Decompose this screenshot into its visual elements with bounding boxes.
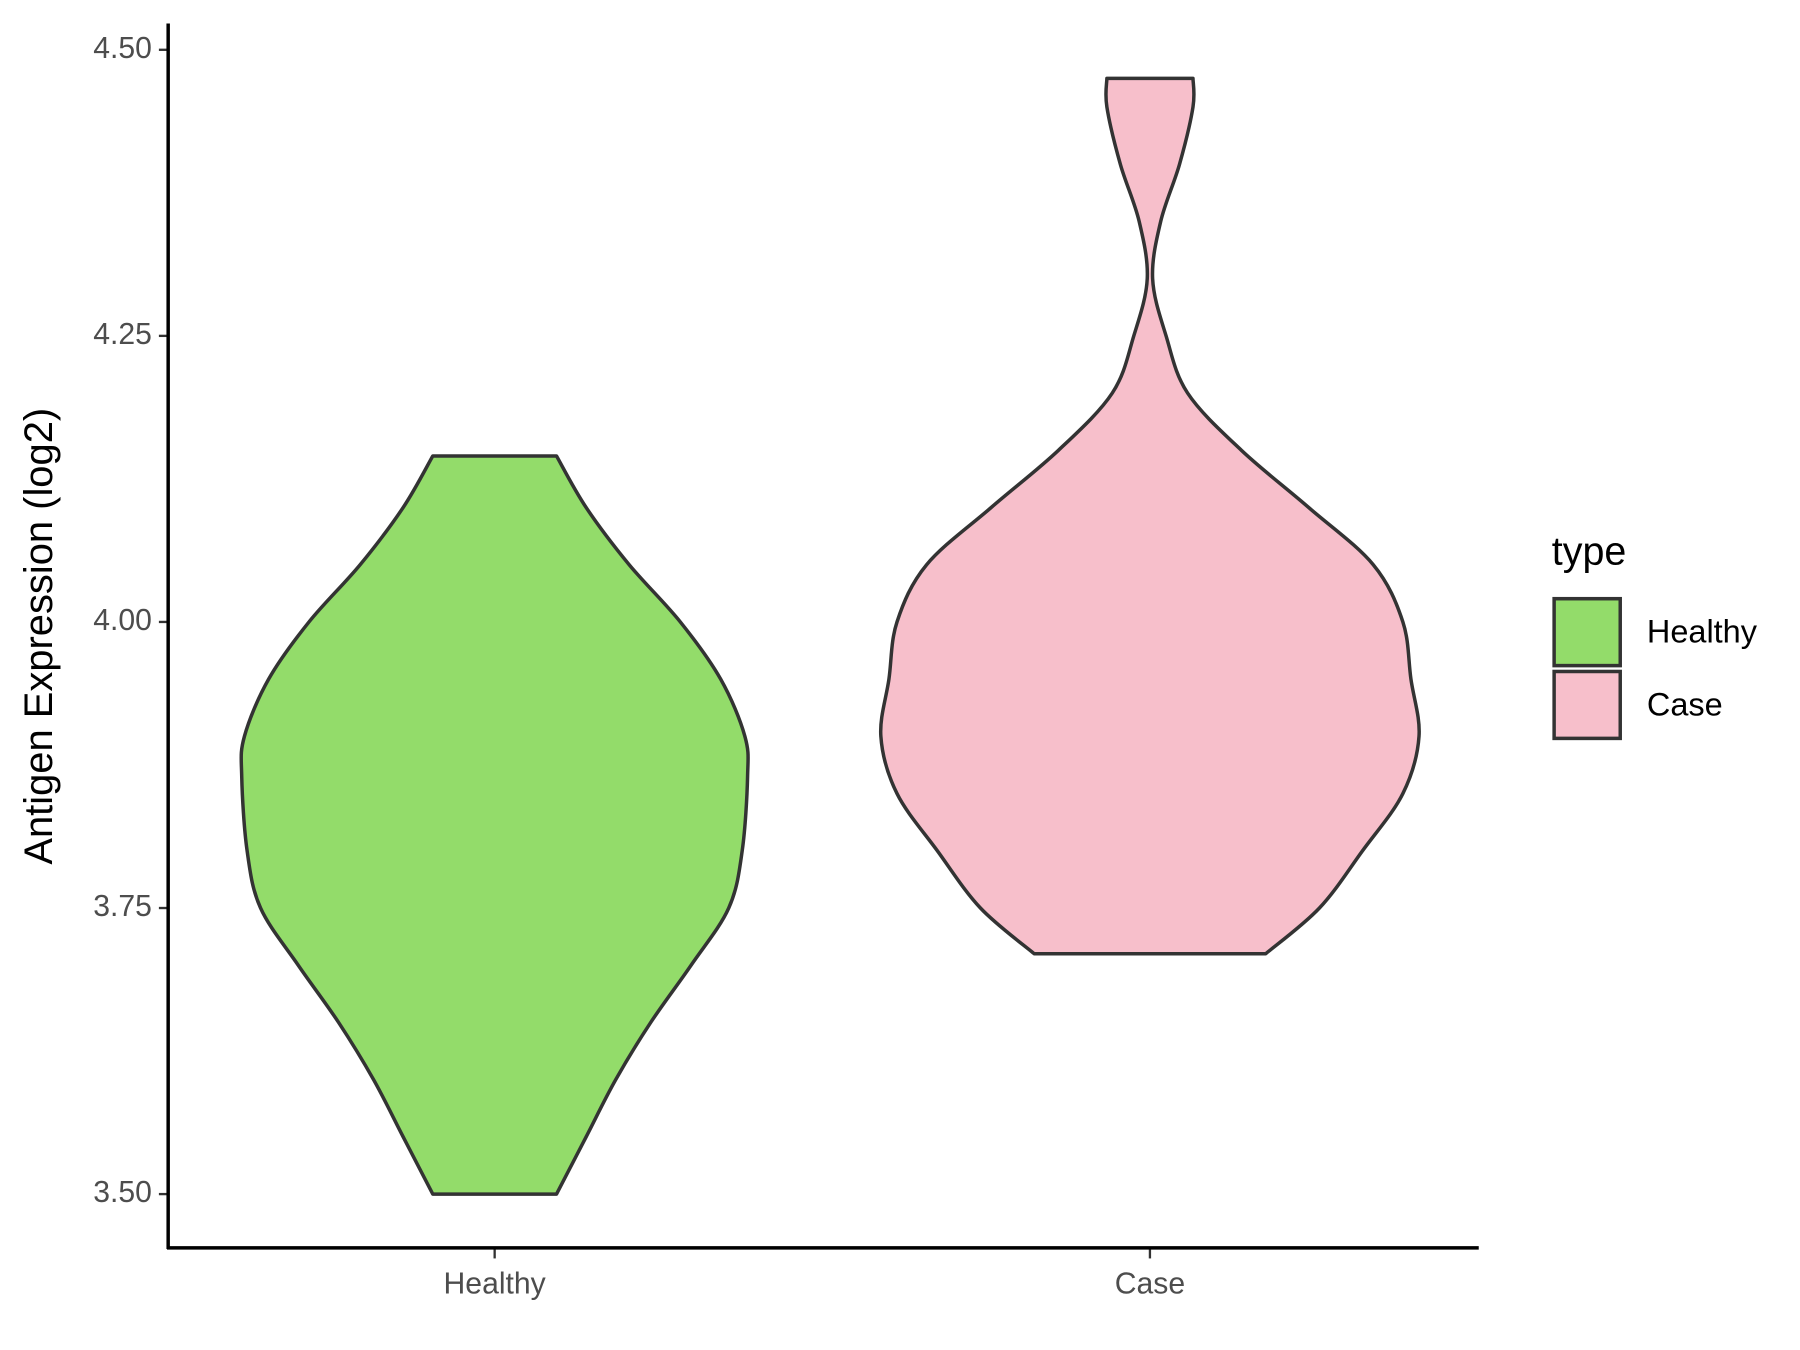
y-tick-label: 4.50: [93, 32, 152, 65]
legend-key: [1552, 596, 1622, 668]
violin: [239, 454, 750, 1196]
x-tick-label: Healthy: [444, 1267, 547, 1300]
legend-key: [1552, 669, 1622, 741]
legend-title: type: [1552, 529, 1627, 573]
y-axis-title: Antigen Expression (log2): [17, 408, 61, 865]
x-tick-label: Case: [1115, 1267, 1185, 1300]
y-tick-label: 3.50: [93, 1176, 152, 1209]
y-tick-label: 4.25: [93, 318, 152, 351]
y-tick-label: 4.00: [93, 604, 152, 637]
legend-label: Case: [1647, 685, 1723, 722]
y-tick-label: 3.75: [93, 890, 152, 923]
legend-label: Healthy: [1647, 612, 1758, 649]
violin: [878, 76, 1421, 956]
